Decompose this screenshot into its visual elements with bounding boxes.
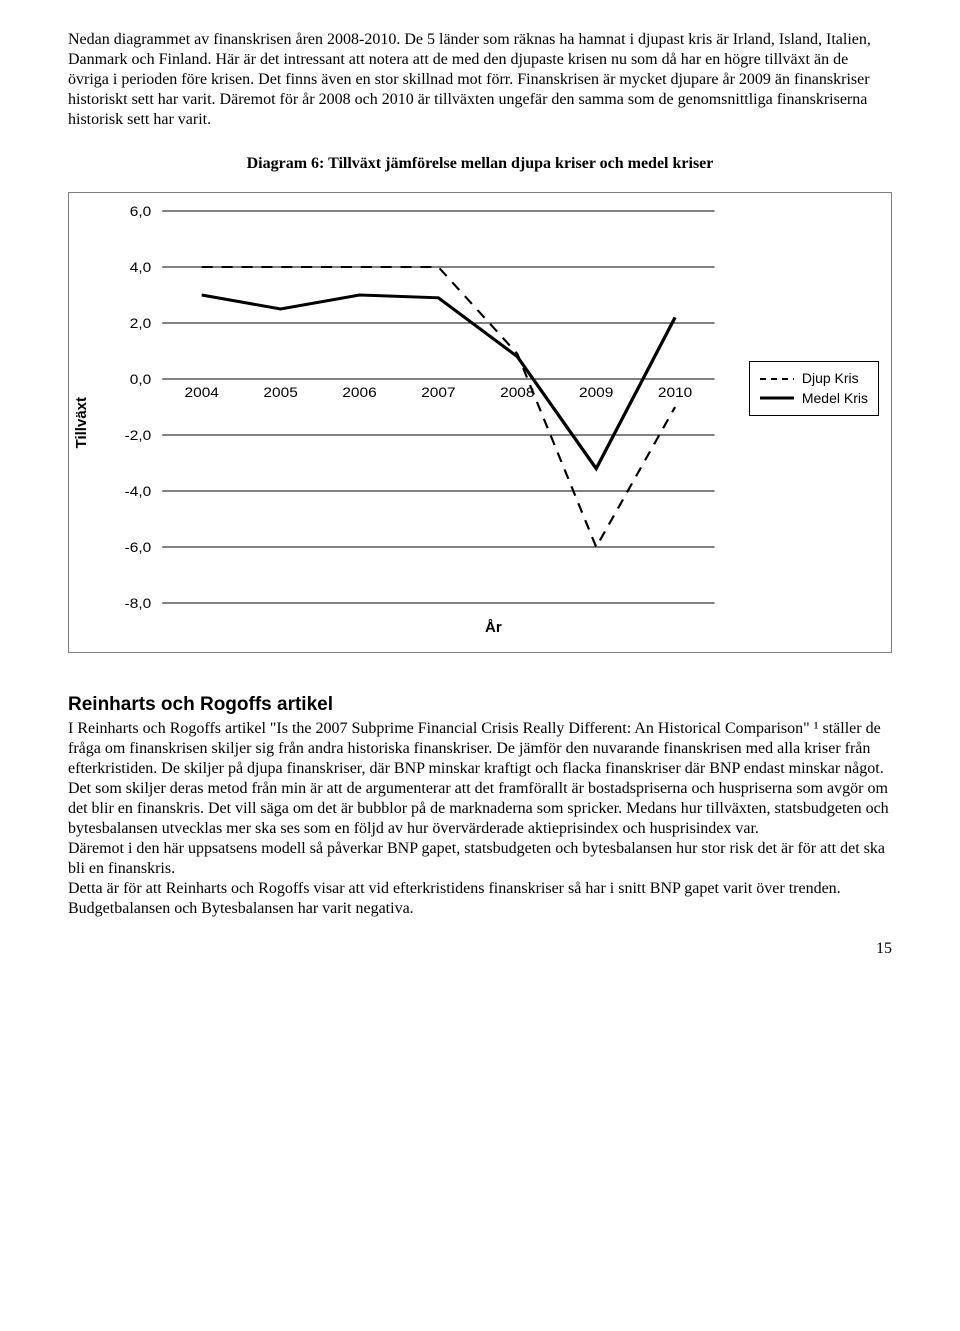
section-body: I Reinharts och Rogoffs artikel "Is the … [68,719,892,919]
chart-legend: Djup Kris Medel Kris [749,361,879,416]
svg-text:0,0: 0,0 [130,373,151,388]
intro-paragraph: Nedan diagrammet av finanskrisen åren 20… [68,30,892,130]
svg-text:2006: 2006 [342,386,376,401]
svg-text:-2,0: -2,0 [124,429,151,444]
svg-text:4,0: 4,0 [130,261,151,276]
svg-text:2007: 2007 [421,386,455,401]
chart-ylabel: Tillväxt [69,397,96,448]
page-number: 15 [68,939,892,959]
chart-xlabel: År [96,613,891,652]
svg-text:-8,0: -8,0 [124,597,151,612]
svg-text:2,0: 2,0 [130,317,151,332]
legend-row: Djup Kris [760,370,868,388]
chart-title: Diagram 6: Tillväxt jämförelse mellan dj… [68,154,892,174]
svg-text:2009: 2009 [579,386,613,401]
svg-text:2005: 2005 [263,386,297,401]
legend-row: Medel Kris [760,390,868,408]
svg-text:2008: 2008 [500,386,534,401]
svg-text:2004: 2004 [184,386,218,401]
chart-container: Tillväxt -8,0 -6,0 -4,0 -2,0 0,0 2,0 4,0 6,0 200… [68,192,892,653]
chart-plot-area: -8,0 -6,0 -4,0 -2,0 0,0 2,0 4,0 6,0 2004 2005 2006… [96,193,891,613]
section-heading: Reinharts och Rogoffs artikel [68,693,892,717]
svg-text:-6,0: -6,0 [124,541,151,556]
svg-text:-4,0: -4,0 [124,485,151,500]
svg-text:6,0: 6,0 [130,205,151,220]
svg-text:2010: 2010 [658,386,692,401]
